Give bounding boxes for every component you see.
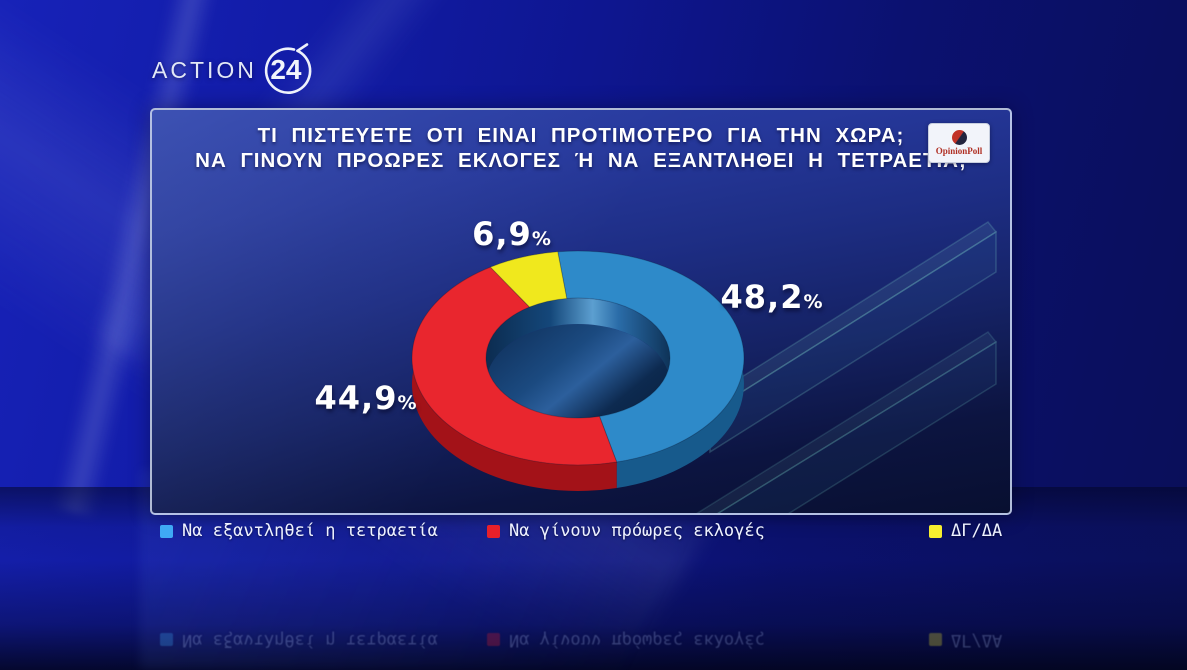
pollster-logo-icon <box>951 130 967 145</box>
legend-reflection: Να εξαντληθεί η τετραετία Να γίνουν πρόω… <box>0 624 1187 654</box>
legend-swatch-blue <box>160 524 173 538</box>
channel-number: 24 <box>270 54 302 85</box>
poll-question: ΤΙ ΠΙΣΤΕΥΕΤΕ ΟΤΙ ΕΙΝΑΙ ΠΡΟΤΙΜΟΤΕΡΟ ΓΙΑ Τ… <box>182 123 980 173</box>
legend-swatch-yellow <box>929 524 942 538</box>
channel-logo: ACTION 24 <box>152 42 317 98</box>
slice-value-full-term: 48,2% <box>720 278 824 316</box>
percent-sign: % <box>531 228 552 250</box>
pollster-name: OpinionPoll <box>935 146 983 156</box>
legend-swatch-yellow <box>929 633 942 647</box>
channel-name: ACTION <box>152 56 257 83</box>
legend-label: ΔΓ/ΔΑ <box>951 521 1003 541</box>
pollster-badge: OpinionPoll <box>928 123 990 163</box>
legend-reflection-item: ΔΓ/ΔΑ <box>929 630 1002 650</box>
legend-item-full-term: Να εξαντληθεί η τετραετία <box>160 521 438 541</box>
chevron-decor-icon <box>696 221 998 513</box>
logo-circle-icon <box>264 43 312 94</box>
slice-value-early-elections: 44,9% <box>314 379 418 417</box>
legend-reflection-item: Να γίνουν πρόωρες εκλογές <box>487 630 765 650</box>
legend-label: Να εξαντληθεί η τετραετία <box>182 521 438 541</box>
legend-swatch-red <box>487 633 500 647</box>
legend-item-dk-da: ΔΓ/ΔΑ <box>929 521 1002 541</box>
legend-swatch-blue <box>160 633 173 647</box>
percent-sign: % <box>803 291 824 313</box>
poll-question-line1: ΤΙ ΠΙΣΤΕΥΕΤΕ ΟΤΙ ΕΙΝΑΙ ΠΡΟΤΙΜΟΤΕΡΟ ΓΙΑ Τ… <box>257 124 905 147</box>
legend-label: Να γίνουν πρόωρες εκλογές <box>509 521 765 541</box>
legend-item-early-elections: Να γίνουν πρόωρες εκλογές <box>487 521 765 541</box>
poll-question-line2: ΝΑ ΓΙΝΟΥΝ ΠΡΟΩΡΕΣ ΕΚΛΟΓΕΣ Ή ΝΑ ΕΞΑΝΤΛΗΘΕ… <box>195 149 967 172</box>
percent-sign: % <box>397 392 418 414</box>
legend-swatch-red <box>487 524 500 538</box>
channel-number-badge: 24 <box>261 42 317 98</box>
legend-reflection-item: Να εξαντληθεί η τετραετία <box>160 630 438 650</box>
floor-shadow <box>0 487 1187 670</box>
poll-panel: ΤΙ ΠΙΣΤΕΥΕΤΕ ΟΤΙ ΕΙΝΑΙ ΠΡΟΤΙΜΟΤΕΡΟ ΓΙΑ Τ… <box>150 108 1012 515</box>
slice-value-dk-da: 6,9% <box>472 215 552 253</box>
